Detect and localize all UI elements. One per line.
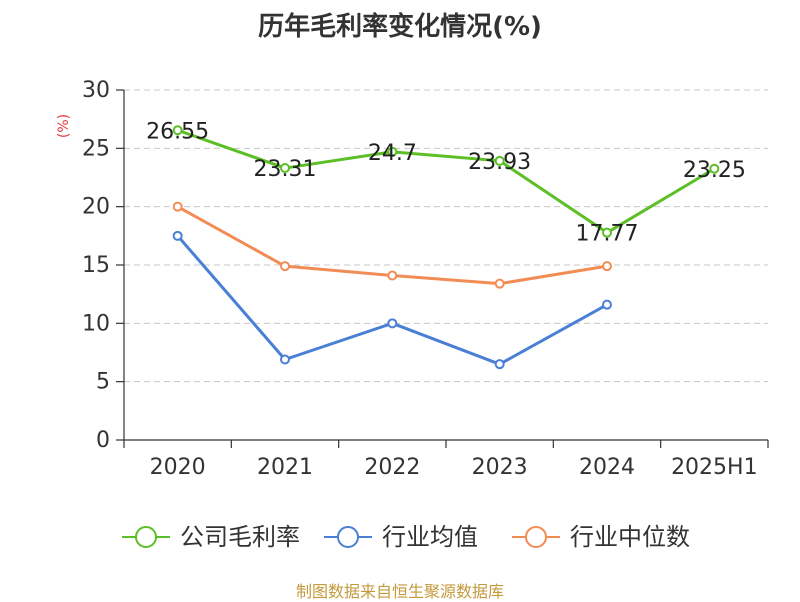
- data-point: [387, 146, 398, 157]
- data-label: 23.93: [468, 150, 531, 175]
- data-point: [494, 278, 505, 289]
- x-tick-label: 2023: [472, 455, 528, 480]
- y-tick-label: 20: [82, 195, 110, 220]
- y-tick-label: 10: [82, 311, 110, 336]
- data-point: [494, 155, 505, 166]
- data-point: [172, 201, 183, 212]
- y-tick-label: 15: [82, 253, 110, 278]
- legend-label: 行业均值: [382, 523, 478, 551]
- data-point: [280, 163, 290, 174]
- x-tick-label: 2020: [150, 455, 206, 480]
- x-tick-label: 2025H1: [671, 455, 758, 480]
- legend-marker-2: [525, 526, 547, 548]
- data-labels: 26.55 23.31 24.7 23.93 17.77 23.25: [146, 119, 746, 246]
- data-point: [387, 318, 398, 329]
- series-line-0: [177, 128, 716, 235]
- x-tick-label: 2021: [257, 455, 313, 480]
- data-label: 26.55: [146, 119, 209, 144]
- y-tick-label: 5: [96, 370, 110, 395]
- legend-label: 行业中位数: [570, 523, 690, 551]
- data-label: 24.7: [368, 141, 417, 166]
- axes: 0 5 10 15 20 25 30 2020 2021 2022 2023 2024 2025H1: [82, 78, 769, 480]
- legend-marker-0: [135, 526, 157, 548]
- data-point: [494, 359, 505, 370]
- data-point: [387, 270, 398, 281]
- data-point: [280, 354, 290, 365]
- data-label: 23.31: [254, 157, 317, 182]
- series-lines: [172, 125, 720, 370]
- legend-marker-1: [337, 526, 359, 548]
- legend-label: 公司毛利率: [180, 523, 300, 551]
- data-point: [602, 227, 612, 238]
- data-point: [172, 230, 183, 241]
- y-tick-label: 30: [82, 78, 110, 103]
- legend: 公司毛利率 行业均值 行业中位数: [122, 523, 690, 551]
- data-point: [709, 163, 720, 174]
- data-point: [172, 125, 183, 136]
- chart-title: 历年毛利率变化情况(%): [258, 12, 542, 42]
- data-label: 17.77: [576, 222, 639, 247]
- y-tick-label: 25: [82, 136, 110, 161]
- data-point: [602, 261, 612, 272]
- data-label: 23.25: [683, 158, 746, 183]
- source-note: 制图数据来自恒生聚源数据库: [295, 582, 504, 601]
- data-point: [280, 261, 290, 272]
- gridlines: [124, 89, 768, 383]
- x-tick-label: 2024: [579, 455, 635, 480]
- y-axis-unit-label: (%): [56, 114, 72, 138]
- data-point: [602, 299, 612, 310]
- x-tick-label: 2022: [364, 455, 420, 480]
- y-tick-label: 0: [96, 428, 110, 453]
- series-line-1: [176, 234, 608, 366]
